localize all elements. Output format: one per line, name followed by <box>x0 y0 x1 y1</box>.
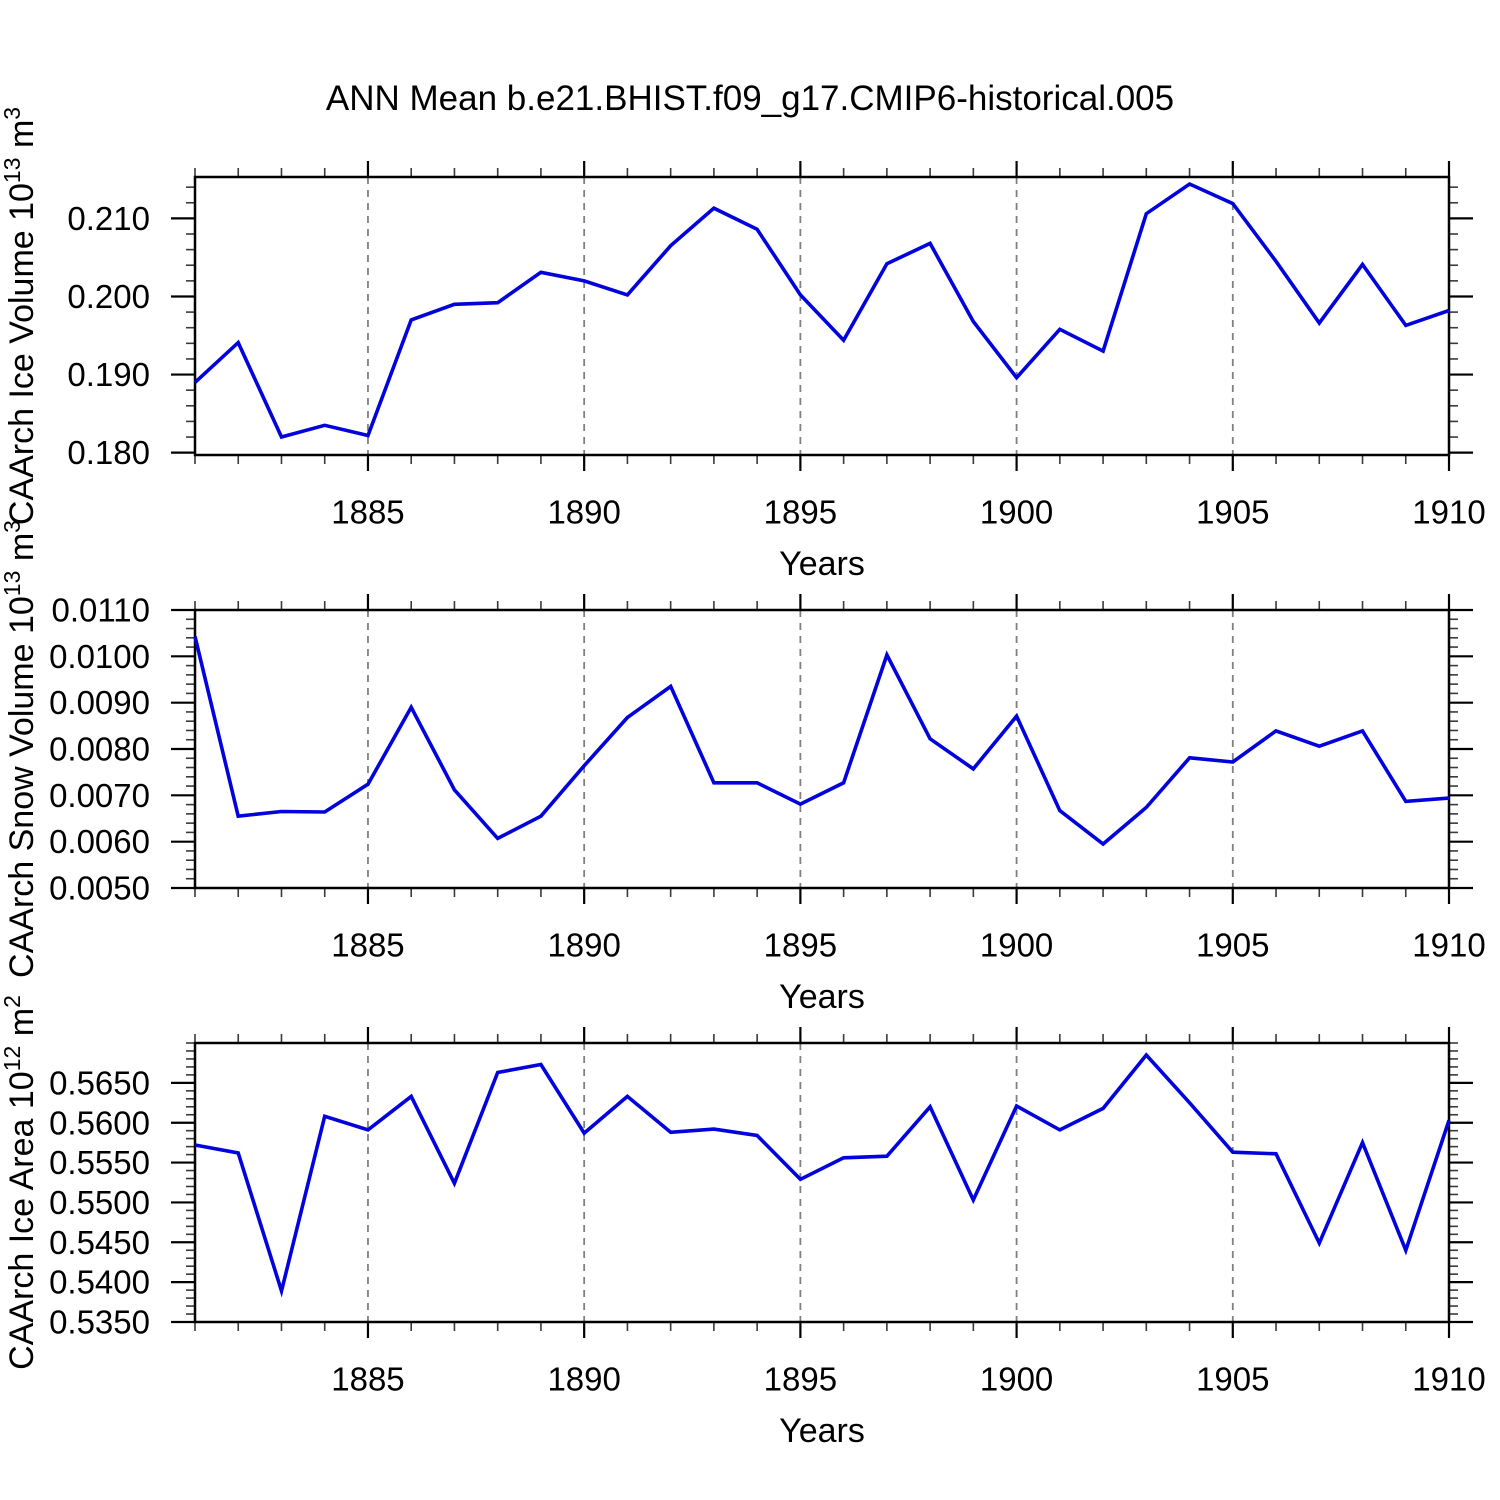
plot-frame-snow-volume <box>193 608 1451 890</box>
series-line-snow-volume <box>193 635 1450 847</box>
panel-ice-area-plot: 0.53500.54000.54500.55000.55500.56000.56… <box>0 995 1486 1450</box>
y-tick-labels-ice-area: 0.53500.54000.54500.55000.55500.56000.56… <box>49 1064 150 1340</box>
x-tick-label: 1910 <box>1412 1361 1485 1398</box>
panel-snow-volume-plot: 0.0050 0.0060 0.0070 0.0080 0.0090 0.0100 0.01… <box>0 520 1486 1016</box>
major-ticks-ice-area <box>171 1027 1473 1338</box>
x-tick-label: 1905 <box>1196 927 1269 964</box>
x-tick-label: 1910 <box>1412 927 1485 964</box>
x-tick-label: 1900 <box>980 1361 1053 1398</box>
y-axis-title-ice-area: CAArch Ice Area 1012 m2 <box>0 995 41 1370</box>
x-tick-label: 1895 <box>764 1361 837 1398</box>
minor-ticks-ice-volume <box>186 168 1458 464</box>
plot-frame-ice-volume <box>193 175 1451 457</box>
gridlines-snow-volume <box>367 610 1234 888</box>
chart-title: ANN Mean b.e21.BHIST.f09_g17.CMIP6-histo… <box>325 79 1175 118</box>
y-tick-label: 0.190 <box>67 356 150 393</box>
gridlines-ice-volume <box>367 177 1234 455</box>
y-tick-labels-ice-volume: 0.180 0.190 0.200 0.210 <box>67 200 150 471</box>
y-tick-label: 0.0060 <box>49 823 150 860</box>
x-tick-label: 1885 <box>331 927 404 964</box>
minor-ticks-ice-area <box>186 1034 1458 1331</box>
x-tick-label: 1895 <box>764 927 837 964</box>
y-tick-label: 0.5350 <box>49 1304 150 1341</box>
x-tick-label: 1905 <box>1196 1361 1269 1398</box>
y-tick-label: 0.0100 <box>49 638 150 675</box>
panel-ice-volume-plot: 0.180 0.190 0.200 0.210 1885 1890 1895 1900 1905… <box>0 107 1486 583</box>
x-tick-label: 1910 <box>1412 494 1485 531</box>
x-axis-title-ice-area: Years <box>779 1412 865 1450</box>
major-ticks-ice-volume <box>171 161 1473 471</box>
x-axis-title-snow-volume: Years <box>779 978 865 1016</box>
y-axis-title-ice-volume: CAArch Ice Volume 1013 m3 <box>0 107 41 525</box>
x-tick-labels-ice-volume: 1885 1890 1895 1900 1905 1910 <box>331 494 1485 531</box>
y-tick-label: 0.180 <box>67 434 150 471</box>
plot-frame-ice-area <box>193 1041 1451 1324</box>
x-tick-label: 1885 <box>331 1361 404 1398</box>
x-tick-label: 1890 <box>547 494 620 531</box>
y-tick-label: 0.0110 <box>52 592 150 629</box>
y-tick-label: 0.5450 <box>49 1224 150 1261</box>
y-tick-label: 0.200 <box>67 278 150 315</box>
y-tick-label: 0.5550 <box>49 1144 150 1181</box>
x-tick-labels-ice-area: 1885 1890 1895 1900 1905 1910 <box>331 1361 1485 1398</box>
series-line-ice-volume <box>193 181 1450 440</box>
x-tick-label: 1890 <box>547 927 620 964</box>
y-tick-label: 0.5400 <box>49 1264 150 1301</box>
y-tick-label: 0.0070 <box>49 777 150 814</box>
x-tick-label: 1900 <box>980 927 1053 964</box>
x-tick-label: 1905 <box>1196 494 1269 531</box>
y-tick-label: 0.0080 <box>49 731 150 768</box>
y-tick-label: 0.5500 <box>49 1184 150 1221</box>
y-tick-label: 0.210 <box>67 200 150 237</box>
x-axis-title-ice-volume: Years <box>779 545 865 583</box>
x-tick-label: 1900 <box>980 494 1053 531</box>
y-tick-label: 0.5650 <box>49 1064 150 1101</box>
y-tick-label: 0.0050 <box>49 870 150 907</box>
x-tick-label: 1890 <box>547 1361 620 1398</box>
y-tick-label: 0.0090 <box>49 684 150 721</box>
series-line-ice-area <box>194 1052 1451 1298</box>
y-tick-label: 0.5600 <box>49 1104 150 1141</box>
y-axis-title-snow-volume: CAArch Snow Volume 1013 m3 <box>0 520 41 978</box>
y-tick-labels-snow-volume: 0.0050 0.0060 0.0070 0.0080 0.0090 0.0100 0.01… <box>49 592 150 907</box>
minor-ticks-snow-volume <box>186 601 1458 897</box>
gridlines-ice-area <box>367 1043 1234 1322</box>
x-tick-labels-snow-volume: 1885 1890 1895 1900 1905 1910 <box>331 927 1485 964</box>
x-tick-label: 1895 <box>764 494 837 531</box>
x-tick-label: 1885 <box>331 494 404 531</box>
major-ticks-snow-volume <box>171 594 1473 904</box>
